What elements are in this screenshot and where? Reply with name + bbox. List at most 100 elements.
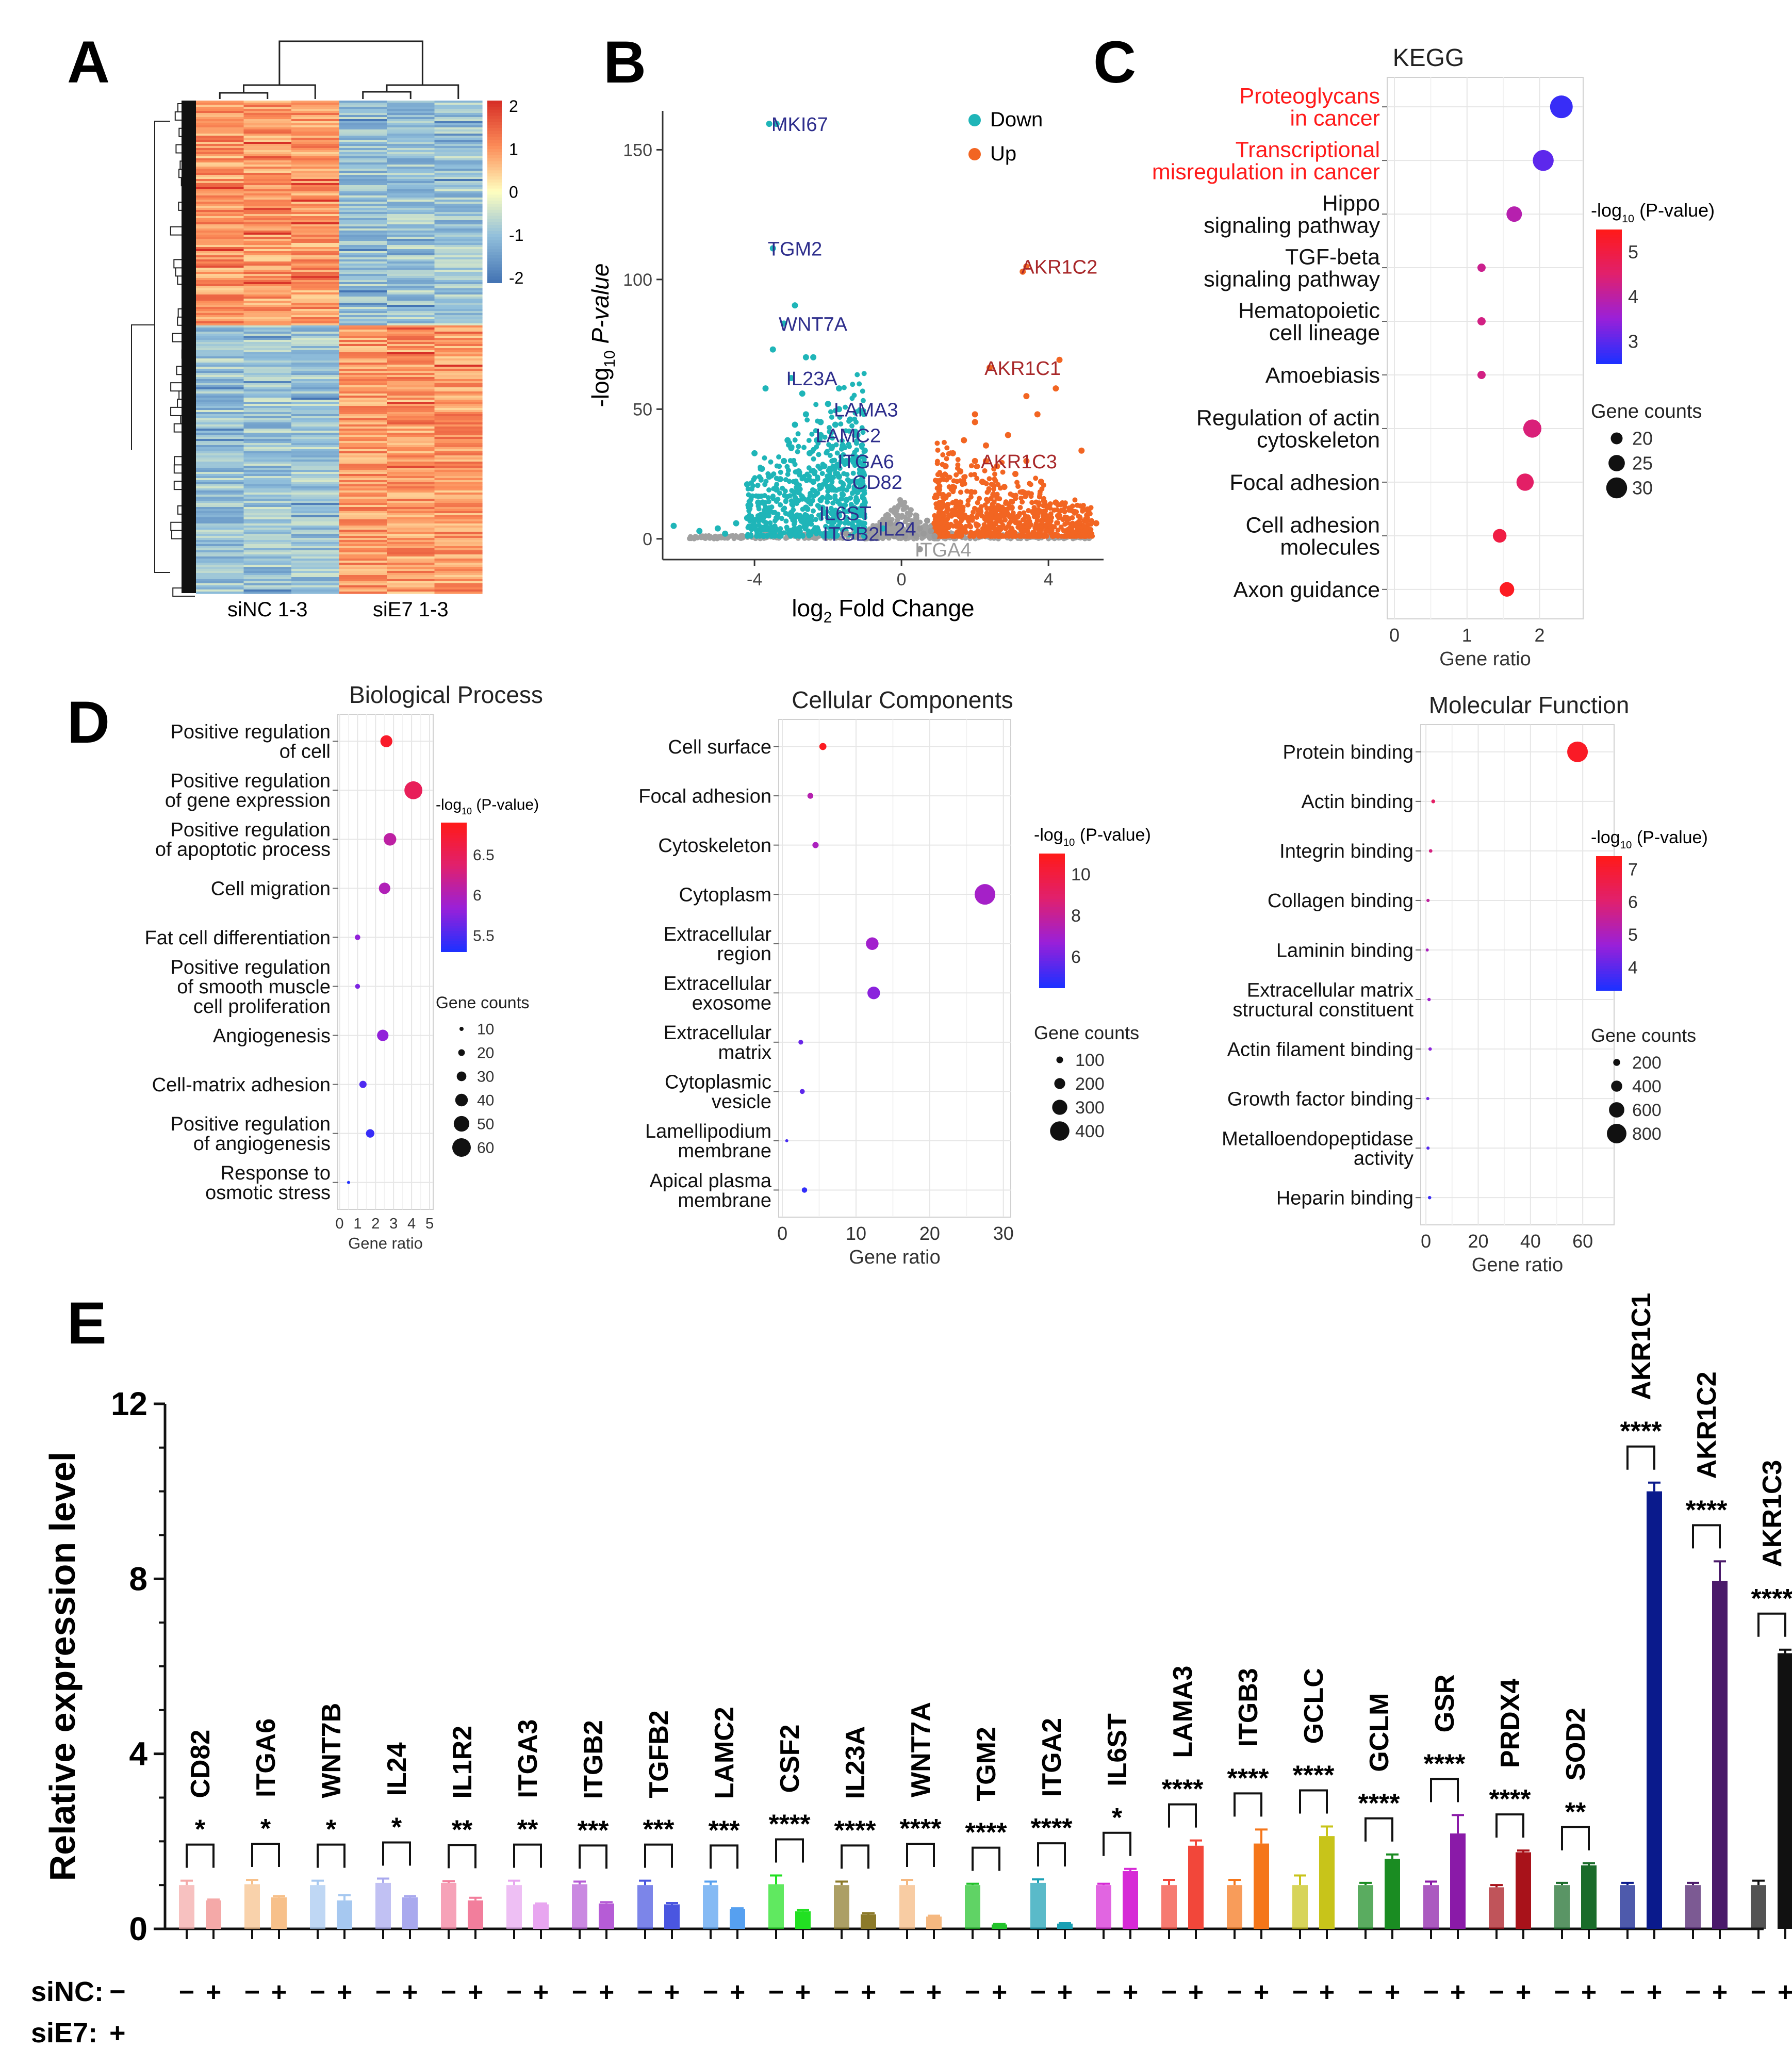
significance-bracket [644,1843,673,1868]
heatmap-cell [196,103,244,105]
heatmap-cell [243,394,292,396]
heatmap-cell [243,398,292,400]
heatmap-cell [339,565,387,567]
heatmap-cell [434,356,483,359]
term-label: Focal adhesion [1229,470,1380,495]
down-point [789,488,795,494]
heatmap-cell [387,550,435,553]
heatmap-cell [339,505,387,507]
heatmap-cell [243,173,292,175]
up-point [974,523,980,529]
heatmap-cell [291,585,340,588]
colorbar-segment [487,101,502,104]
heatmap-cell [434,381,483,384]
down-point [792,421,798,428]
term-dot [819,743,827,750]
up-point [1082,528,1089,534]
heatmap-cell [196,398,244,400]
heatmap-cell [291,482,340,485]
heatmap-cell [243,460,292,462]
heatmap-cell [291,309,340,312]
up-point [987,476,992,482]
heatmap-cell [196,544,244,547]
colorbar-tick-label: -1 [509,226,523,244]
colorbar-segment [487,273,502,277]
heatmap-cell [196,255,244,258]
heatmap-cell [434,241,483,243]
heatmap-cell [387,266,435,268]
down-point [802,512,808,517]
heatmap-cell [243,488,292,491]
up-point [1038,509,1044,514]
heatmap-cell [387,243,435,245]
heatmap-cell [339,577,387,580]
down-point [783,518,789,524]
y-axis-label: -log10 P-value [587,264,618,407]
heatmap-cell [387,280,435,283]
heatmap-cell [339,136,387,138]
heatmap-cell [243,441,292,444]
heatmap-cell [196,311,244,314]
heatmap-cell [243,259,292,262]
heatmap-cell [243,189,292,192]
heatmap-cell [387,381,435,384]
up-point [1040,518,1045,523]
heatmap-cell [243,239,292,241]
heatmap-cell [196,379,244,382]
heatmap-cell [387,373,435,375]
down-point [807,493,813,499]
heatmap-cell [387,332,435,334]
heatmap-cell [339,528,387,530]
heatmap-cell [339,536,387,538]
heatmap-cell [291,305,340,307]
size-legend-label: 25 [1632,453,1653,474]
point-label: IL23A [786,368,837,390]
heatmap-cell [339,363,387,365]
heatmap-cell [339,270,387,272]
heatmap-cell [339,251,387,254]
term-dot [366,1129,375,1138]
up-point [1075,525,1081,532]
heatmap-cell [339,210,387,212]
heatmap-cell [387,231,435,233]
heatmap-cell [243,321,292,324]
up-point [957,499,964,506]
heatmap-cell [339,375,387,378]
term-label: signaling pathway [1204,267,1380,292]
x-tick-label: 0 [897,570,907,589]
heatmap-cell [291,472,340,474]
heatmap-cell [434,585,483,588]
bar-sie7 [1778,1653,1792,1929]
heatmap-cell [196,365,244,367]
term-dot [347,1181,350,1184]
heatmap-cell [434,523,483,526]
heatmap-cell [434,443,483,446]
heatmap-cell [291,224,340,227]
heatmap-cell [243,391,292,394]
heatmap-cell [196,189,244,192]
heatmap-cell [387,228,435,231]
ns-point [931,533,938,539]
heatmap-cell [291,358,340,361]
heatmap-cell [339,307,387,309]
heatmap-cell [196,455,244,458]
heatmap-cell [434,486,483,489]
heatmap-cell [196,200,244,202]
heatmap-cell [387,152,435,155]
heatmap-cell [339,105,387,107]
heatmap-cell [339,319,387,322]
heatmap-cell [434,247,483,250]
up-point [972,457,978,464]
heatmap-cell [291,352,340,355]
heatmap-cell [339,521,387,524]
term-label: activity [1354,1148,1413,1169]
sign-sinc: − [1423,1977,1439,2007]
sign-sie7: + [1123,1977,1138,2007]
heatmap-cell [434,239,483,241]
heatmap-cell [387,571,435,573]
heatmap-cell [387,410,435,413]
heatmap-cell [387,109,435,111]
heatmap-cell [196,123,244,126]
heatmap-cell [291,526,340,528]
